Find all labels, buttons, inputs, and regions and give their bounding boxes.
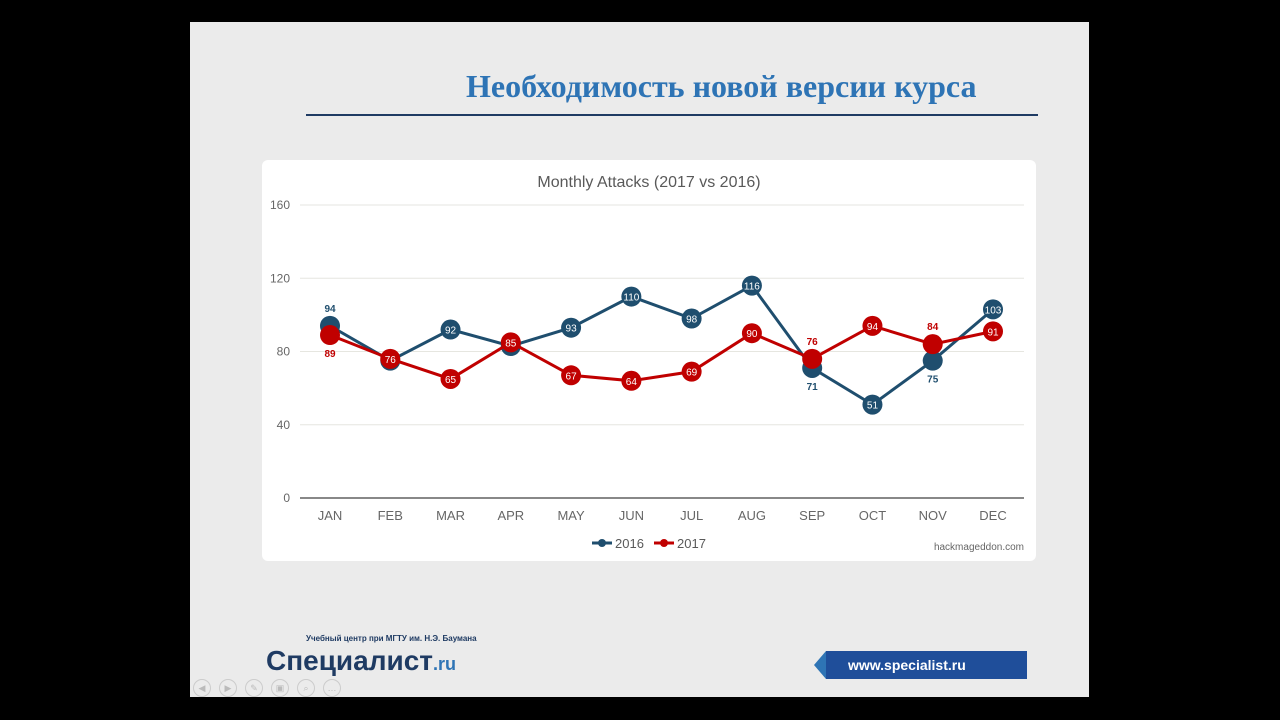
data-point-2017 bbox=[500, 332, 521, 353]
data-label-2016: 71 bbox=[807, 382, 819, 393]
slide-controls: ◀ ▶ ✎ ▣ ⌕ … bbox=[193, 679, 341, 697]
data-point-2017 bbox=[922, 334, 943, 355]
data-label-2016: 116 bbox=[744, 282, 760, 293]
pen-icon[interactable]: ✎ bbox=[245, 679, 263, 697]
data-label-2017: 76 bbox=[385, 355, 397, 366]
data-point-2017 bbox=[802, 348, 823, 369]
data-point-2017 bbox=[561, 365, 582, 386]
legend-label-2017: 2017 bbox=[677, 536, 706, 551]
data-point-2016 bbox=[862, 394, 883, 415]
y-tick-label: 120 bbox=[270, 271, 290, 285]
x-tick-label: APR bbox=[497, 508, 524, 523]
logo-subtitle: Учебный центр при МГТУ им. Н.Э. Баумана bbox=[306, 634, 477, 643]
x-tick-label: SEP bbox=[799, 508, 825, 523]
data-point-2017 bbox=[320, 325, 340, 346]
data-point-2016 bbox=[983, 299, 1003, 320]
data-label-2017: 89 bbox=[324, 349, 336, 360]
data-label-2016: 98 bbox=[686, 315, 698, 326]
data-point-2016 bbox=[922, 350, 943, 371]
website-url: www.specialist.ru bbox=[814, 651, 1027, 679]
title-divider bbox=[306, 114, 1038, 116]
data-point-2016 bbox=[681, 308, 702, 329]
data-label-2017: 67 bbox=[566, 371, 578, 382]
data-label-2016: 51 bbox=[867, 401, 879, 412]
data-label-2017: 69 bbox=[686, 368, 698, 379]
data-label-2017: 65 bbox=[445, 375, 457, 386]
data-point-2016 bbox=[440, 319, 461, 340]
data-point-2017 bbox=[681, 361, 702, 382]
y-tick-label: 160 bbox=[270, 198, 290, 212]
logo: Специалист.ru bbox=[266, 646, 456, 676]
x-tick-label: JUL bbox=[680, 508, 703, 523]
x-tick-label: OCT bbox=[859, 508, 887, 523]
chart-source: hackmageddon.com bbox=[934, 542, 1024, 553]
x-tick-label: JAN bbox=[318, 508, 343, 523]
more-icon[interactable]: … bbox=[323, 679, 341, 697]
next-icon[interactable]: ▶ bbox=[219, 679, 237, 697]
x-tick-label: MAY bbox=[557, 508, 585, 523]
legend-marker-2016 bbox=[598, 539, 606, 547]
data-label-2017: 84 bbox=[927, 322, 939, 333]
data-label-2016: 75 bbox=[927, 375, 939, 386]
data-point-2016 bbox=[561, 317, 582, 338]
logo-suffix: .ru bbox=[433, 654, 457, 674]
data-point-2017 bbox=[621, 370, 642, 391]
x-tick-label: MAR bbox=[436, 508, 465, 523]
x-tick-label: NOV bbox=[919, 508, 948, 523]
logo-text: Специалист bbox=[266, 645, 433, 676]
series-line-2017 bbox=[329, 324, 994, 383]
y-tick-label: 40 bbox=[277, 418, 291, 432]
chart-card: Monthly Attacks (2017 vs 2016) 0 40 80 120 16… bbox=[262, 160, 1036, 561]
data-point-2017 bbox=[983, 321, 1003, 342]
data-label-2016: 110 bbox=[623, 293, 639, 304]
line-chart: Monthly Attacks (2017 vs 2016) 0 40 80 120 16… bbox=[270, 174, 1024, 553]
y-tick-label: 0 bbox=[283, 491, 290, 505]
data-label-2016: 92 bbox=[445, 326, 457, 337]
data-point-2017 bbox=[440, 368, 461, 389]
slide-title: Необходимость новой версии курса bbox=[466, 68, 977, 104]
series-line-2016 bbox=[329, 283, 994, 407]
data-label-2017: 76 bbox=[807, 337, 819, 348]
data-label-2017: 64 bbox=[626, 377, 638, 388]
data-point-2017 bbox=[380, 348, 401, 369]
chart-title: Monthly Attacks (2017 vs 2016) bbox=[537, 174, 760, 191]
data-label-2016: 103 bbox=[985, 305, 1002, 316]
data-point-2017 bbox=[862, 315, 883, 336]
slides-icon[interactable]: ▣ bbox=[271, 679, 289, 697]
y-tick-label: 80 bbox=[277, 345, 291, 359]
data-point-2016 bbox=[621, 286, 642, 307]
data-label-2017: 85 bbox=[505, 338, 517, 349]
x-tick-label: JUN bbox=[619, 508, 644, 523]
data-label-2016: 93 bbox=[566, 324, 578, 335]
data-label-2017: 94 bbox=[867, 322, 879, 333]
x-tick-label: AUG bbox=[738, 508, 766, 523]
prev-icon[interactable]: ◀ bbox=[193, 679, 211, 697]
data-label-2017: 90 bbox=[746, 329, 758, 340]
data-label-2017: 91 bbox=[987, 327, 999, 338]
data-point-2017 bbox=[741, 323, 762, 344]
x-tick-label: FEB bbox=[378, 508, 403, 523]
legend-marker-2017 bbox=[660, 539, 668, 547]
legend-label-2016: 2016 bbox=[615, 536, 644, 551]
data-label-2016: 94 bbox=[324, 304, 336, 315]
zoom-icon[interactable]: ⌕ bbox=[297, 679, 315, 697]
data-point-2016 bbox=[741, 275, 762, 296]
x-tick-label: DEC bbox=[979, 508, 1006, 523]
